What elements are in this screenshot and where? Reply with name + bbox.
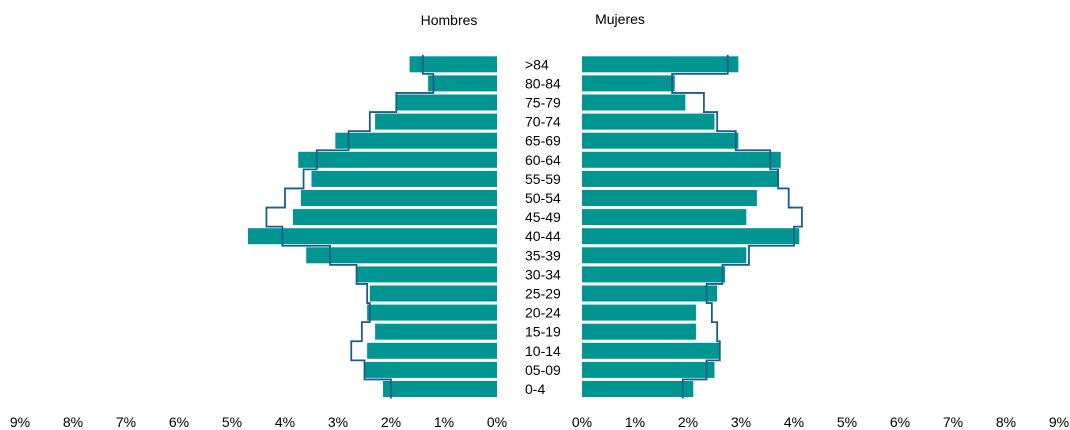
age-label-70-74: 70-74 (525, 114, 561, 130)
bar-right-60-64 (582, 151, 781, 168)
x-axis-ticks: 0% 0% 1% 1% 2% 2% 3% 3% 4% 4% 5% 5% 6% 6% 7% 7% 8% 8% 9% 9% (10, 414, 1069, 430)
bar-right-80-84 (582, 75, 675, 92)
bar-left->84 (409, 56, 497, 73)
bar-left-80-84 (428, 75, 497, 92)
bar-left-70-74 (375, 113, 497, 130)
bar-right-30-34 (582, 266, 726, 283)
bar-right-0-4 (582, 381, 694, 397)
outline-group (265, 54, 803, 399)
tick-right-2: 2% (678, 414, 698, 430)
bar-right-35-39 (582, 247, 747, 264)
bar-right-10-14 (582, 342, 720, 359)
bar-right-05-09 (582, 361, 715, 378)
bar-right-45-49 (582, 209, 747, 226)
age-label-25-29: 25-29 (525, 286, 561, 302)
tick-right-5: 5% (837, 414, 857, 430)
bar-left-60-64 (298, 151, 497, 168)
bar-left-65-69 (335, 132, 497, 149)
tick-right-6: 6% (890, 414, 910, 430)
outline-right (671, 54, 803, 399)
tick-right-8: 8% (996, 414, 1016, 430)
outline-left (265, 54, 435, 399)
age-label-05-09: 05-09 (525, 362, 561, 378)
age-label-20-24: 20-24 (525, 305, 561, 321)
bar-right-65-69 (582, 132, 739, 149)
tick-left-7: 7% (116, 414, 136, 430)
age-label-40-44: 40-44 (525, 228, 561, 244)
bar-right-70-74 (582, 113, 715, 130)
bar-right-40-44 (582, 228, 800, 245)
bar-left-30-34 (356, 266, 497, 283)
right-bars-group (582, 56, 800, 397)
bar-right-25-29 (582, 285, 718, 302)
bar-left-50-54 (300, 190, 497, 206)
bar-left-75-79 (396, 94, 497, 111)
tick-right-9: 9% (1049, 414, 1069, 430)
bar-right->84 (582, 56, 739, 73)
tick-right-7: 7% (943, 414, 963, 430)
bar-left-0-4 (383, 381, 497, 397)
age-label-30-34: 30-34 (525, 266, 561, 282)
bar-left-05-09 (364, 361, 497, 378)
tick-left-3: 3% (328, 414, 348, 430)
tick-left-6: 6% (169, 414, 189, 430)
age-label-45-49: 45-49 (525, 209, 561, 225)
bar-right-50-54 (582, 190, 757, 206)
age-label-65-69: 65-69 (525, 133, 561, 149)
tick-right-0: 0% (572, 414, 592, 430)
bar-left-45-49 (292, 209, 497, 226)
bar-left-25-29 (369, 285, 497, 302)
tick-left-8: 8% (63, 414, 83, 430)
right-panel-title: Mujeres (595, 11, 645, 27)
bar-left-15-19 (375, 323, 497, 340)
bar-left-40-44 (247, 228, 497, 245)
bar-right-55-59 (582, 170, 779, 187)
bar-right-75-79 (582, 94, 686, 111)
bar-left-10-14 (367, 342, 497, 359)
tick-right-4: 4% (784, 414, 804, 430)
tick-left-1: 1% (434, 414, 454, 430)
tick-left-4: 4% (275, 414, 295, 430)
tick-right-3: 3% (731, 414, 751, 430)
tick-left-0: 0% (487, 414, 507, 430)
age-label->84: >84 (525, 56, 549, 72)
tick-left-2: 2% (381, 414, 401, 430)
age-group-labels: 0-4 05-09 10-14 15-19 20-24 25-29 30-34 35-39 40… (525, 56, 561, 397)
age-label-10-14: 10-14 (525, 343, 561, 359)
tick-left-9: 9% (10, 414, 30, 430)
left-bars-group (247, 56, 497, 397)
bar-left-55-59 (311, 170, 497, 187)
bar-left-20-24 (367, 304, 497, 321)
tick-left-5: 5% (222, 414, 242, 430)
bar-right-20-24 (582, 304, 696, 321)
age-label-15-19: 15-19 (525, 324, 561, 340)
bar-right-15-19 (582, 323, 696, 340)
age-label-0-4: 0-4 (525, 381, 545, 397)
age-label-50-54: 50-54 (525, 190, 561, 206)
age-label-80-84: 80-84 (525, 75, 561, 91)
age-label-55-59: 55-59 (525, 171, 561, 187)
bar-left-35-39 (306, 247, 497, 264)
left-panel-title: Hombres (421, 12, 478, 28)
age-label-60-64: 60-64 (525, 152, 561, 168)
tick-right-1: 1% (625, 414, 645, 430)
age-label-75-79: 75-79 (525, 95, 561, 111)
age-label-35-39: 35-39 (525, 247, 561, 263)
